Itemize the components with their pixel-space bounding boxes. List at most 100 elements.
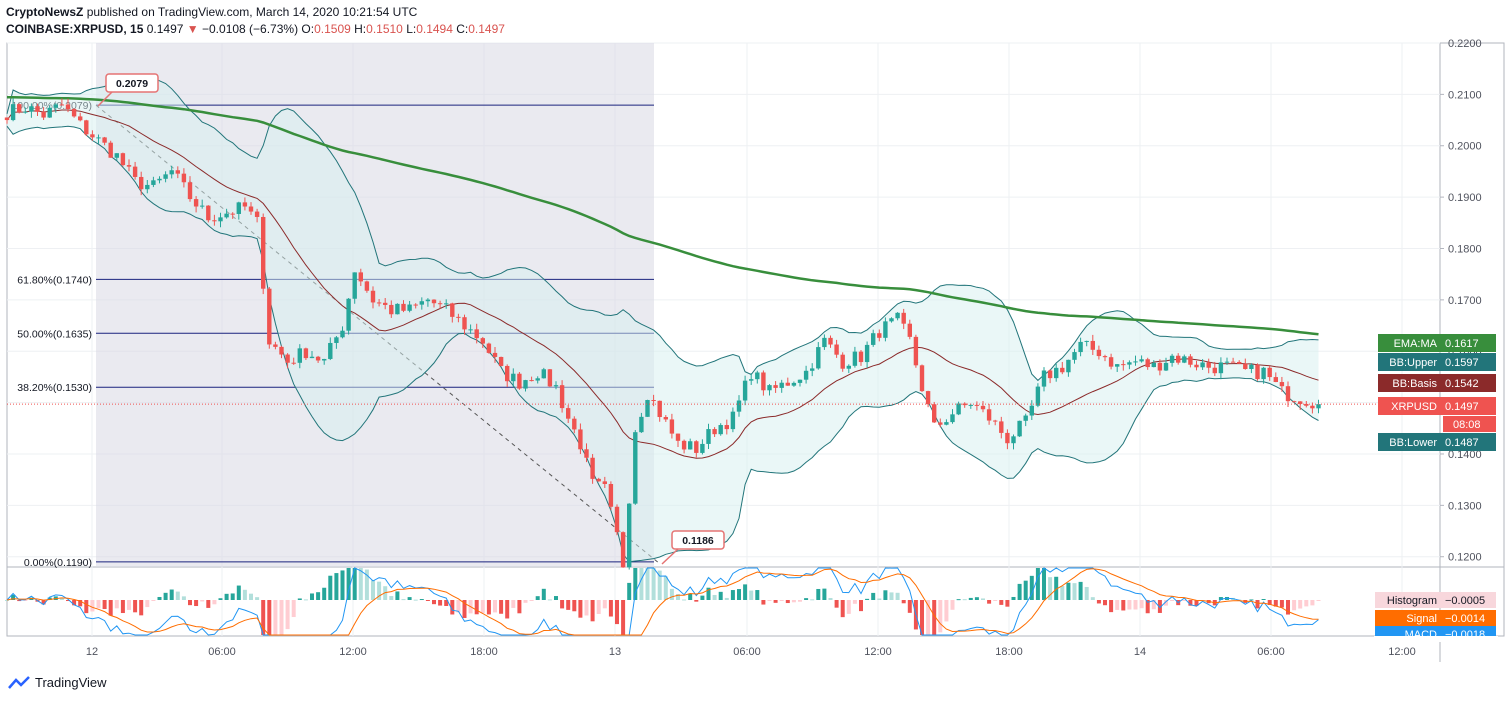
low-label: L: bbox=[406, 22, 417, 36]
callout-text: 0.2079 bbox=[116, 78, 148, 90]
macd-histogram-bar bbox=[852, 600, 857, 604]
macd-histogram-bar bbox=[718, 591, 723, 600]
candle-body bbox=[950, 414, 955, 423]
y-tick-label: 0.2100 bbox=[1448, 89, 1482, 101]
candle-body bbox=[1243, 363, 1248, 369]
candle-body bbox=[1298, 401, 1303, 404]
candle-body bbox=[883, 321, 888, 338]
macd-histogram-bar bbox=[371, 580, 375, 600]
macd-histogram-bar bbox=[706, 587, 711, 600]
candle-body bbox=[450, 303, 455, 317]
macd-histogram-bar bbox=[828, 598, 833, 600]
candle-body bbox=[657, 400, 662, 418]
macd-tag bbox=[1375, 592, 1496, 608]
candle-body bbox=[547, 369, 553, 387]
candle-body bbox=[1157, 362, 1163, 371]
publisher-name[interactable]: CryptoNewsZ bbox=[6, 5, 84, 19]
macd-histogram-bar bbox=[1151, 600, 1156, 610]
candle-body bbox=[462, 317, 467, 330]
macd-histogram-bar bbox=[322, 587, 327, 600]
macd-histogram-bar bbox=[188, 600, 192, 606]
macd-histogram-bar bbox=[47, 597, 52, 600]
candle-body bbox=[1230, 361, 1236, 363]
y-tick-label: 0.1200 bbox=[1448, 552, 1482, 564]
macd-histogram-bar bbox=[547, 599, 552, 601]
macd-histogram-bar bbox=[566, 600, 571, 610]
open-label: O: bbox=[301, 22, 315, 36]
publish-info: published on TradingView.com, March 14, … bbox=[86, 5, 418, 19]
last-price: 0.1497 bbox=[146, 22, 184, 36]
macd-histogram-bar bbox=[96, 600, 101, 609]
macd-histogram-bar bbox=[456, 600, 461, 613]
candle-body bbox=[389, 304, 394, 315]
ema-line bbox=[7, 95, 1319, 336]
macd-histogram-bar bbox=[389, 596, 394, 600]
signal-line bbox=[6, 568, 1319, 636]
macd-histogram-bar bbox=[1182, 600, 1187, 601]
candle-body bbox=[498, 356, 504, 366]
candle-body bbox=[706, 429, 711, 444]
candle-body bbox=[486, 343, 492, 353]
macd-histogram-bar bbox=[1035, 568, 1040, 600]
macd-histogram-bar bbox=[1286, 600, 1290, 615]
countdown-text: 08:08 bbox=[1453, 419, 1481, 431]
macd-histogram-bar bbox=[767, 600, 772, 601]
candle-body bbox=[254, 211, 260, 217]
y-tick-label: 0.1700 bbox=[1448, 295, 1482, 307]
low-value: 0.1494 bbox=[416, 22, 453, 36]
candle-body bbox=[1169, 355, 1175, 363]
candle-body bbox=[1047, 370, 1053, 379]
candle-body bbox=[23, 111, 28, 113]
macd-histogram-bar bbox=[1066, 582, 1071, 600]
candle-body bbox=[663, 417, 668, 420]
macd-histogram-bar bbox=[1279, 600, 1284, 608]
macd-histogram-bar bbox=[78, 600, 83, 607]
candle-body bbox=[1291, 401, 1297, 403]
macd-histogram-bar bbox=[1017, 583, 1022, 600]
candle-body bbox=[767, 385, 772, 391]
candle-body bbox=[627, 503, 632, 568]
macd-histogram-bar bbox=[657, 570, 662, 600]
macd-histogram-bar bbox=[1145, 600, 1150, 614]
series-tag bbox=[1378, 433, 1496, 451]
close-value: 0.1497 bbox=[468, 22, 505, 36]
price-chart[interactable]: 0.2200 0.2100 0.2000 0.1900 0.1800 0.1700 0.16… bbox=[0, 0, 1508, 670]
x-tick-label: 06:00 bbox=[208, 646, 236, 658]
macd-histogram-bar bbox=[627, 582, 632, 600]
tradingview-footer[interactable]: TradingView bbox=[8, 675, 107, 690]
candle-body bbox=[65, 104, 71, 109]
candle-body bbox=[1102, 356, 1108, 358]
macd-histogram-bar bbox=[1188, 600, 1193, 606]
candle-body bbox=[1078, 341, 1083, 353]
candle-body bbox=[10, 104, 16, 121]
candle-body bbox=[785, 382, 790, 386]
macd-histogram-bar bbox=[968, 597, 973, 600]
macd-histogram-bar bbox=[840, 600, 845, 618]
candle-body bbox=[1273, 377, 1278, 383]
macd-histogram-bar bbox=[364, 569, 369, 600]
macd-histogram-bar bbox=[474, 600, 479, 615]
series-tag-name: EMA:MA bbox=[1394, 338, 1438, 350]
macd-histogram-bar bbox=[316, 592, 321, 600]
macd-histogram-bar bbox=[822, 588, 827, 600]
open-value: 0.1509 bbox=[314, 22, 351, 36]
macd-histogram-bar bbox=[932, 600, 937, 635]
x-tick-label: 12 bbox=[86, 646, 98, 658]
candle-body bbox=[1115, 364, 1120, 367]
low-callout: 0.1186 bbox=[671, 530, 725, 550]
candle-body bbox=[913, 336, 919, 366]
candle-body bbox=[132, 166, 138, 177]
macd-histogram-bar bbox=[407, 597, 412, 600]
candle-body bbox=[1108, 357, 1114, 367]
macd-histogram-bar bbox=[310, 593, 314, 600]
candle-body bbox=[17, 104, 22, 113]
candle-body bbox=[53, 104, 58, 108]
candle-body bbox=[864, 344, 870, 363]
candle-body bbox=[340, 330, 345, 338]
series-tag-name: XRPUSD bbox=[1391, 401, 1437, 413]
candle-body bbox=[206, 205, 211, 221]
macd-histogram-bar bbox=[560, 600, 565, 609]
y-tick-label: 0.2200 bbox=[1448, 38, 1482, 50]
macd-histogram-bar bbox=[920, 600, 924, 635]
macd-histogram-bar bbox=[834, 600, 839, 608]
